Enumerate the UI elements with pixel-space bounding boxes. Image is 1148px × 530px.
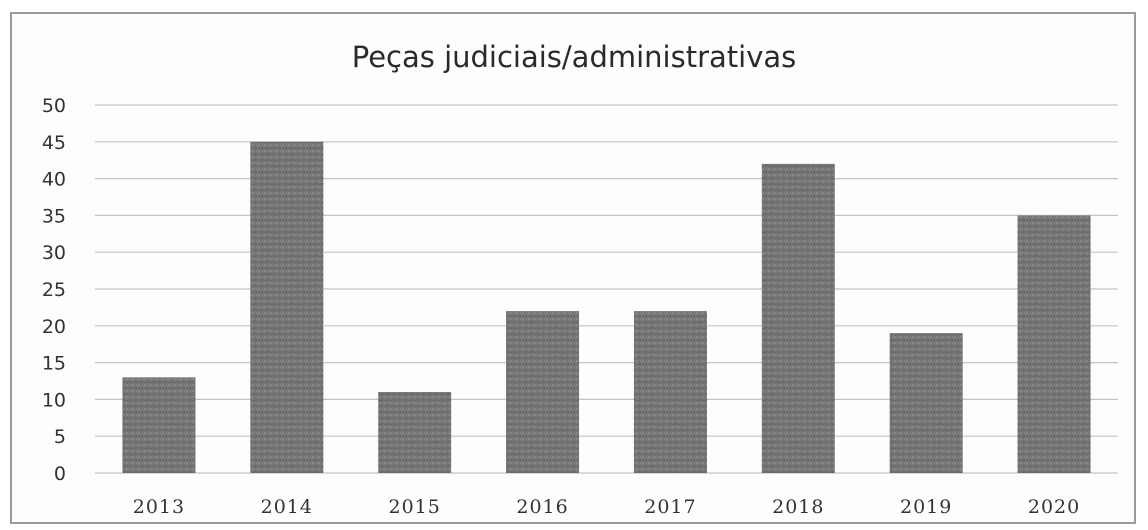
- x-tick-label: 2016: [516, 496, 568, 518]
- y-tick-label: 0: [54, 463, 66, 485]
- x-tick-label: 2019: [900, 496, 952, 518]
- x-axis-ticks: 2013 2014 2015 2016 2017 2018 2019 2020: [133, 496, 1080, 518]
- y-tick-label: 10: [42, 389, 66, 411]
- x-tick-label: 2018: [772, 496, 824, 518]
- x-tick-label: 2017: [644, 496, 696, 518]
- bar-2016: [506, 311, 580, 473]
- x-tick-label: 2015: [389, 496, 441, 518]
- y-tick-label: 20: [42, 316, 66, 338]
- bar-2018: [761, 163, 835, 473]
- y-tick-label: 30: [42, 242, 66, 264]
- y-tick-label: 5: [54, 426, 66, 448]
- y-tick-label: 50: [42, 95, 66, 117]
- bar-2014: [250, 141, 324, 474]
- bar-2017: [633, 311, 707, 473]
- bar-2015: [378, 392, 452, 473]
- gridlines: [95, 104, 1118, 474]
- bar-2020: [1017, 215, 1091, 473]
- x-tick-label: 2014: [261, 496, 313, 518]
- x-tick-label: 2013: [133, 496, 185, 518]
- chart-title: Peças judiciais/administrativas: [352, 40, 797, 74]
- y-tick-label: 40: [42, 169, 66, 191]
- bar-2019: [889, 333, 963, 473]
- bars: [122, 141, 1091, 474]
- y-tick-label: 45: [42, 132, 66, 154]
- y-tick-label: 15: [42, 353, 66, 375]
- y-axis-ticks: 0 5 10 15 20 25 30 35 40 45 50: [42, 95, 66, 485]
- x-tick-label: 2020: [1028, 496, 1080, 518]
- y-tick-label: 35: [42, 205, 66, 227]
- y-tick-label: 25: [42, 279, 66, 301]
- bar-2013: [122, 377, 196, 473]
